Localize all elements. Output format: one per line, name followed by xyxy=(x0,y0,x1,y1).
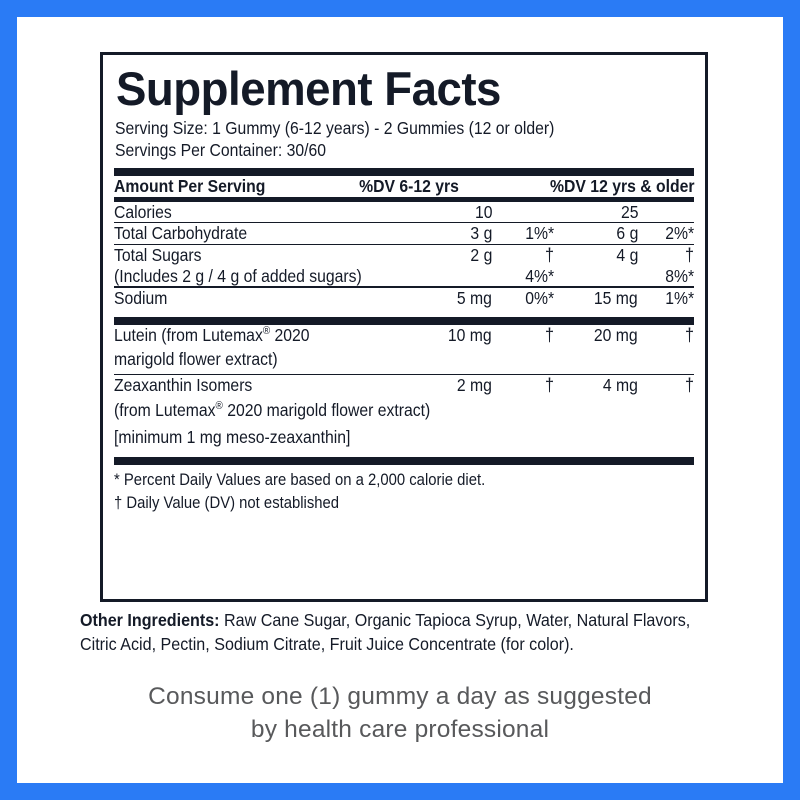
zeaxanthin-name-line2: (from Lutemax® 2020 marigold flower extr… xyxy=(114,400,430,420)
nutrient-amount-child: 10 mg xyxy=(448,324,492,345)
lutein-name-pre: Lutein (from Lutemax xyxy=(114,324,263,345)
nutrient-name: Total Carbohydrate xyxy=(114,223,248,244)
nutrient-amount-child: 5 mg xyxy=(456,287,492,308)
table-row: (from Lutemax® 2020 marigold flower extr… xyxy=(114,396,694,420)
nutrient-dv-child: † xyxy=(544,375,554,396)
nutrient-name: Zeaxanthin Isomers xyxy=(114,375,253,396)
registered-trademark-icon: ® xyxy=(215,400,223,413)
nutrient-dv-child: † xyxy=(544,245,554,266)
nutrient-amount-adult: 6 g xyxy=(616,223,638,244)
lutein-name-line2: marigold flower extract) xyxy=(114,348,278,369)
nutrient-amount-child: 2 mg xyxy=(456,375,492,396)
table-row: [minimum 1 mg meso-zeaxanthin] xyxy=(114,421,694,451)
nutrient-amount-child: 2 g xyxy=(470,245,492,266)
nutrient-name: Sodium xyxy=(114,287,168,308)
footnote-asterisk: * Percent Daily Values are based on a 2,… xyxy=(114,470,486,489)
nutrient-dv-adult: 2%* xyxy=(665,223,694,244)
nutrient-name: Calories xyxy=(114,201,172,222)
serving-size-line: Serving Size: 1 Gummy (6-12 years) - 2 G… xyxy=(115,117,555,138)
zeaxanthin-name-line3: [minimum 1 mg meso-zeaxanthin] xyxy=(114,426,351,447)
footnote-dagger: † Daily Value (DV) not established xyxy=(114,494,340,513)
nutrient-dv-child: 1%* xyxy=(525,223,554,244)
nutrition-table: Amount Per Serving %DV 6-12 yrs %DV 12 y… xyxy=(114,176,694,196)
zeaxanthin-source-pre: (from Lutemax xyxy=(114,400,216,421)
row-divider xyxy=(114,221,694,224)
directions-text: Consume one (1) gummy a day as suggested… xyxy=(80,680,720,746)
nutrient-amount-adult: 20 mg xyxy=(594,324,638,345)
rule-above-lutein xyxy=(114,316,694,325)
nutrient-dv-adult: † xyxy=(684,324,694,345)
actives-table: Lutein (from Lutemax® 2020 10 mg † 20 mg… xyxy=(114,325,694,451)
table-row: Lutein (from Lutemax® 2020 10 mg † 20 mg… xyxy=(114,325,694,346)
table-row: marigold flower extract) xyxy=(114,346,694,374)
row-divider xyxy=(114,286,694,288)
supplement-facts-panel: Supplement Facts Serving Size: 1 Gummy (… xyxy=(100,52,708,602)
nutrient-amount-child: 3 g xyxy=(470,223,492,244)
label-page: Supplement Facts Serving Size: 1 Gummy (… xyxy=(17,17,783,783)
nutrient-rows-table: Calories 10 25 Total Carbohydrate 3 g 1%… xyxy=(114,202,694,308)
table-row: Sodium 5 mg 0%* 15 mg 1%* xyxy=(114,288,694,308)
directions-line-1: Consume one (1) gummy a day as suggested xyxy=(148,683,652,710)
nutrient-dv-adult: 8%* xyxy=(665,265,694,286)
table-row: Total Sugars 2 g † 4 g † xyxy=(114,245,694,266)
registered-trademark-icon: ® xyxy=(262,325,271,338)
table-header-row: Amount Per Serving %DV 6-12 yrs %DV 12 y… xyxy=(114,176,694,196)
nutrient-amount-adult: 15 mg xyxy=(594,287,638,308)
rule-above-header xyxy=(114,168,694,177)
table-row: Total Carbohydrate 3 g 1%* 6 g 2%* xyxy=(114,223,694,243)
column-header-dv-child: %DV 6-12 yrs xyxy=(359,176,459,197)
row-divider xyxy=(114,243,694,246)
column-header-amount-per-serving: Amount Per Serving xyxy=(114,176,266,197)
nutrient-dv-child: † xyxy=(544,324,554,345)
servings-per-container-line: Servings Per Container: 30/60 xyxy=(115,140,327,161)
nutrient-name: Lutein (from Lutemax® 2020 xyxy=(114,325,310,345)
footnotes: * Percent Daily Values are based on a 2,… xyxy=(114,465,694,516)
table-row: (Includes 2 g / 4 g of added sugars) 4%*… xyxy=(114,266,694,286)
zeaxanthin-source-post: 2020 marigold flower extract) xyxy=(222,400,431,421)
nutrient-name: Total Sugars xyxy=(114,245,202,266)
column-header-dv-adult: %DV 12 yrs & older xyxy=(549,176,694,197)
table-row: Zeaxanthin Isomers 2 mg † 4 mg † xyxy=(114,375,694,396)
table-row: Calories 10 25 xyxy=(114,202,694,222)
nutrient-dv-child: 4%* xyxy=(525,265,554,286)
nutrient-amount-adult: 4 g xyxy=(616,245,638,266)
nutrient-dv-adult: † xyxy=(684,245,694,266)
nutrient-dv-adult: 1%* xyxy=(665,287,694,308)
nutrient-amount-child: 10 xyxy=(474,201,492,222)
directions-line-2: by health care professional xyxy=(250,716,550,744)
nutrient-name: (Includes 2 g / 4 g of added sugars) xyxy=(114,265,362,286)
nutrient-amount-adult: 25 xyxy=(620,201,638,222)
row-divider xyxy=(114,374,694,376)
other-ingredients-label: Other Ingredients: xyxy=(80,610,220,630)
rule-above-footnotes xyxy=(114,456,694,465)
nutrient-dv-child: 0%* xyxy=(525,287,554,308)
rule-below-header xyxy=(114,196,694,202)
lutein-name-post: 2020 xyxy=(270,324,310,345)
other-ingredients-text: Raw Cane Sugar, Organic Tapioca Syrup, W… xyxy=(80,610,691,654)
page-title: Supplement Facts xyxy=(116,62,501,115)
other-ingredients: Other Ingredients: Raw Cane Sugar, Organ… xyxy=(80,609,720,656)
nutrient-dv-adult: † xyxy=(684,375,694,396)
nutrient-amount-adult: 4 mg xyxy=(602,375,638,396)
